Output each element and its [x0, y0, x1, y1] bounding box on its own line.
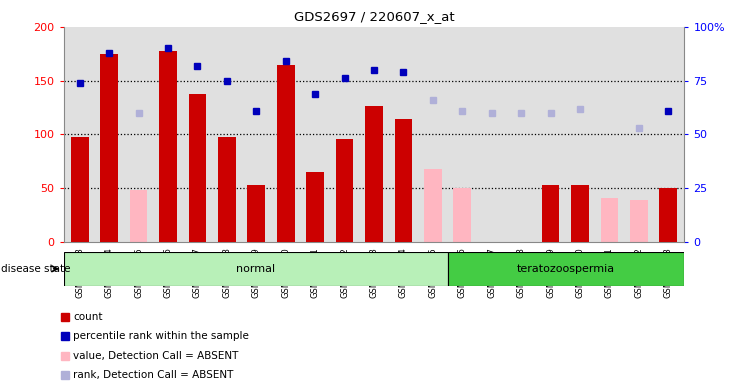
Text: rank, Detection Call = ABSENT: rank, Detection Call = ABSENT: [73, 370, 233, 380]
Bar: [571, 185, 589, 242]
Bar: [336, 139, 353, 242]
Bar: [630, 200, 648, 242]
Text: count: count: [73, 312, 102, 322]
Bar: [159, 51, 177, 242]
Bar: [277, 65, 295, 242]
Text: normal: normal: [236, 264, 275, 274]
Bar: [601, 198, 618, 242]
Text: teratozoospermia: teratozoospermia: [517, 264, 615, 274]
Bar: [424, 169, 441, 242]
Bar: [218, 137, 236, 242]
Text: GDS2697 / 220607_x_at: GDS2697 / 220607_x_at: [294, 10, 454, 23]
Bar: [188, 94, 206, 242]
Bar: [365, 106, 383, 242]
Text: percentile rank within the sample: percentile rank within the sample: [73, 331, 249, 341]
Bar: [542, 185, 560, 242]
Text: value, Detection Call = ABSENT: value, Detection Call = ABSENT: [73, 351, 239, 361]
Bar: [100, 54, 118, 242]
Bar: [130, 190, 147, 242]
Bar: [248, 185, 265, 242]
Bar: [571, 185, 589, 242]
Bar: [395, 119, 412, 242]
Bar: [71, 137, 88, 242]
Bar: [453, 188, 471, 242]
Bar: [64, 252, 448, 286]
Bar: [660, 188, 677, 242]
Bar: [448, 252, 684, 286]
Bar: [307, 172, 324, 242]
Text: disease state: disease state: [1, 264, 71, 274]
